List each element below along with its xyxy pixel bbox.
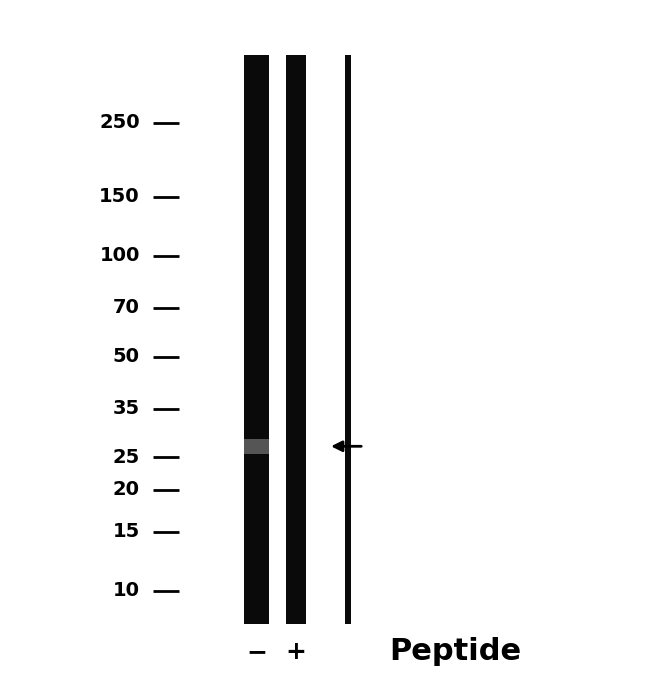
Text: 250: 250	[99, 113, 140, 132]
Text: −: −	[246, 640, 267, 663]
Bar	[286, 55, 306, 624]
Text: 50: 50	[112, 347, 140, 366]
Text: 35: 35	[112, 399, 140, 418]
Text: 20: 20	[112, 480, 140, 499]
Text: Peptide: Peptide	[389, 637, 521, 666]
Bar	[344, 55, 351, 624]
Text: 70: 70	[113, 298, 140, 317]
Bar	[244, 439, 269, 454]
Bar	[306, 55, 345, 624]
Bar	[269, 55, 286, 624]
Text: +: +	[285, 640, 306, 663]
Text: 15: 15	[112, 522, 140, 541]
Text: 10: 10	[112, 581, 140, 600]
Text: 150: 150	[99, 187, 140, 206]
Text: 25: 25	[112, 448, 140, 467]
Bar	[244, 55, 269, 624]
Text: 100: 100	[99, 246, 140, 265]
